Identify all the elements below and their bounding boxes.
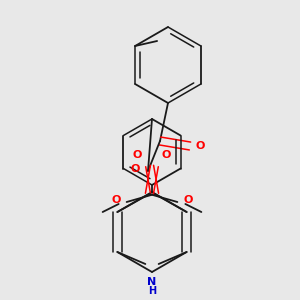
Text: O: O <box>162 150 171 160</box>
Text: N: N <box>147 277 157 287</box>
Text: H: H <box>148 286 156 296</box>
Text: O: O <box>196 141 206 151</box>
Text: O: O <box>183 195 193 205</box>
Text: O: O <box>111 195 121 205</box>
Text: O: O <box>133 150 142 160</box>
Text: O: O <box>130 164 140 174</box>
